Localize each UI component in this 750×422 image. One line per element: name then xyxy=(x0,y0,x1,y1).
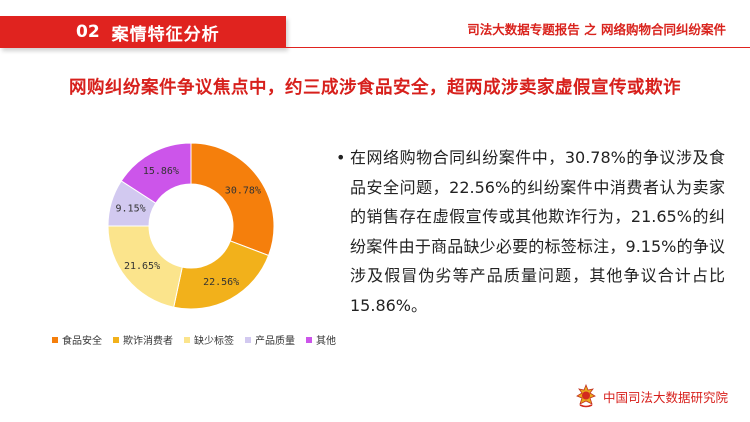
donut-slice-5 xyxy=(120,142,192,204)
slice-value-label: 30.78% xyxy=(225,186,261,197)
court-emblem-icon xyxy=(576,384,596,408)
footer: 中国司法大数据研究院 xyxy=(575,384,728,408)
report-title: 司法大数据专题报告 之 网络购物合同纠纷案件 xyxy=(467,22,726,37)
description-block: • 在网络购物合同纠纷案件中，30.78%的争议涉及食品安全问题，22.56%的… xyxy=(336,143,725,320)
legend-label: 产品质量 xyxy=(255,336,295,347)
legend-item: 其他 xyxy=(306,332,336,347)
donut-slice-1 xyxy=(190,142,275,257)
donut-slice-2 xyxy=(173,240,270,310)
chart-legend: 食品安全 欺诈消费者 缺少标签 产品质量 其他 xyxy=(52,332,336,347)
section-number: 02 xyxy=(76,22,100,42)
legend-swatch xyxy=(306,336,312,343)
slide-headline: 网购纠纷案件争议焦点中，约三成涉食品安全，超两成涉卖家虚假宣传或欺诈 xyxy=(69,78,681,98)
header-divider xyxy=(286,47,750,48)
slice-value-label: 15.86% xyxy=(143,166,179,177)
legend-swatch xyxy=(113,336,119,343)
legend-swatch xyxy=(245,336,251,343)
legend-item: 缺少标签 xyxy=(184,332,234,347)
slice-value-label: 9.15% xyxy=(116,204,146,215)
legend-label: 欺诈消费者 xyxy=(123,336,173,347)
section-title: 案情特征分析 xyxy=(111,24,220,45)
legend-label: 食品安全 xyxy=(62,336,102,347)
legend-label: 缺少标签 xyxy=(194,336,234,347)
org-name: 中国司法大数据研究院 xyxy=(602,389,728,405)
legend-item: 产品质量 xyxy=(245,332,295,347)
legend-item: 欺诈消费者 xyxy=(113,332,173,347)
bullet-marker: • xyxy=(336,148,346,167)
section-header-tab: 02 案情特征分析 xyxy=(0,16,286,48)
slice-value-label: 22.56% xyxy=(203,277,239,288)
legend-label: 其他 xyxy=(316,336,336,347)
slice-value-label: 21.65% xyxy=(124,261,160,272)
description-text: 在网络购物合同纠纷案件中，30.78%的争议涉及食品安全问题，22.56%的纠纷… xyxy=(350,148,725,315)
legend-swatch xyxy=(184,336,190,343)
legend-swatch xyxy=(52,336,58,343)
legend-item: 食品安全 xyxy=(52,332,102,347)
